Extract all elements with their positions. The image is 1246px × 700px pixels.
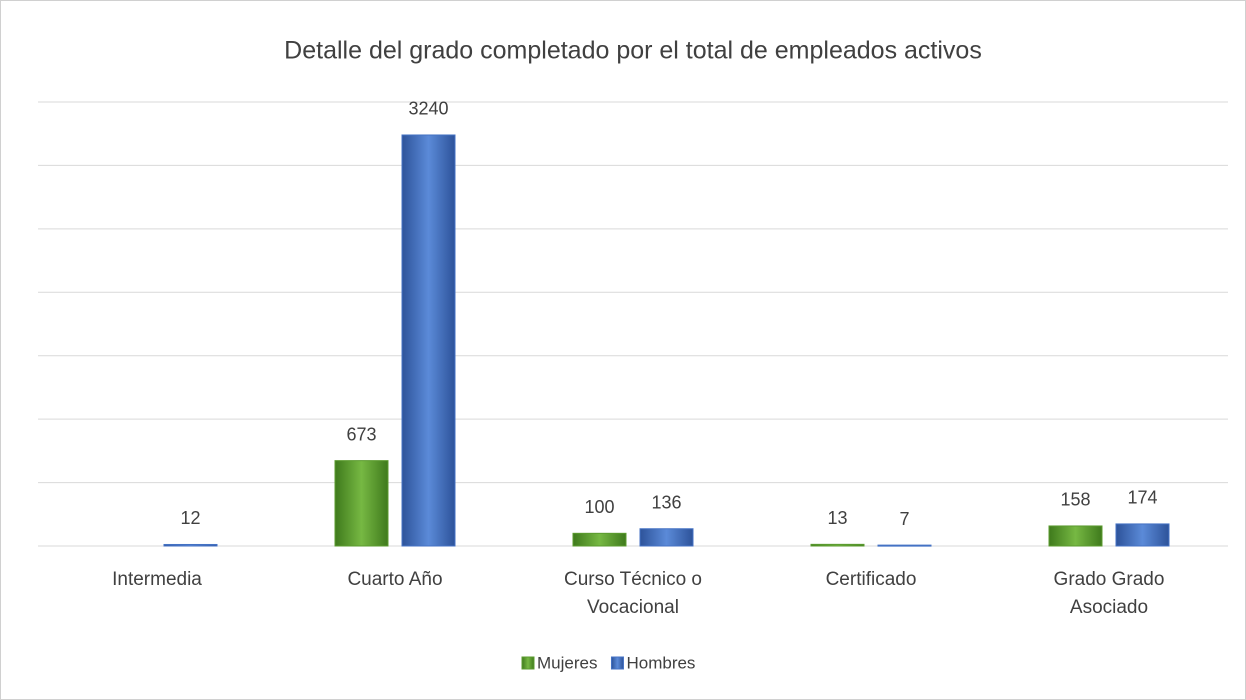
data-label: 136 — [651, 492, 681, 512]
bar — [572, 532, 627, 547]
legend-label: Hombres — [626, 653, 695, 672]
bar — [639, 528, 694, 547]
data-label: 13 — [827, 508, 847, 528]
x-tick-label: Grado Grado Asociado — [1053, 569, 1165, 618]
data-label: 12 — [180, 508, 200, 528]
bar — [334, 460, 389, 547]
x-tick-label: Curso Técnico o Vocacional — [564, 569, 702, 618]
legend-swatch — [521, 656, 535, 670]
x-tick-label: Intermedia — [112, 569, 202, 590]
legend-label: Mujeres — [537, 653, 597, 672]
data-label: 100 — [584, 497, 614, 517]
chart-title: Detalle del grado completado por el tota… — [284, 37, 982, 65]
x-tick-label: Cuarto Año — [347, 569, 443, 590]
bar — [401, 134, 456, 547]
x-tick-label: Certificado — [825, 569, 917, 590]
bar — [810, 543, 865, 547]
bar — [163, 543, 218, 547]
bar — [1115, 523, 1170, 547]
legend-swatch — [610, 656, 624, 670]
data-label: 7 — [899, 509, 909, 529]
data-label: 673 — [346, 424, 376, 444]
data-label: 158 — [1060, 490, 1090, 510]
bar — [877, 544, 932, 547]
data-label: 174 — [1127, 488, 1157, 508]
data-label: 3240 — [408, 99, 448, 119]
bar — [1048, 525, 1103, 547]
